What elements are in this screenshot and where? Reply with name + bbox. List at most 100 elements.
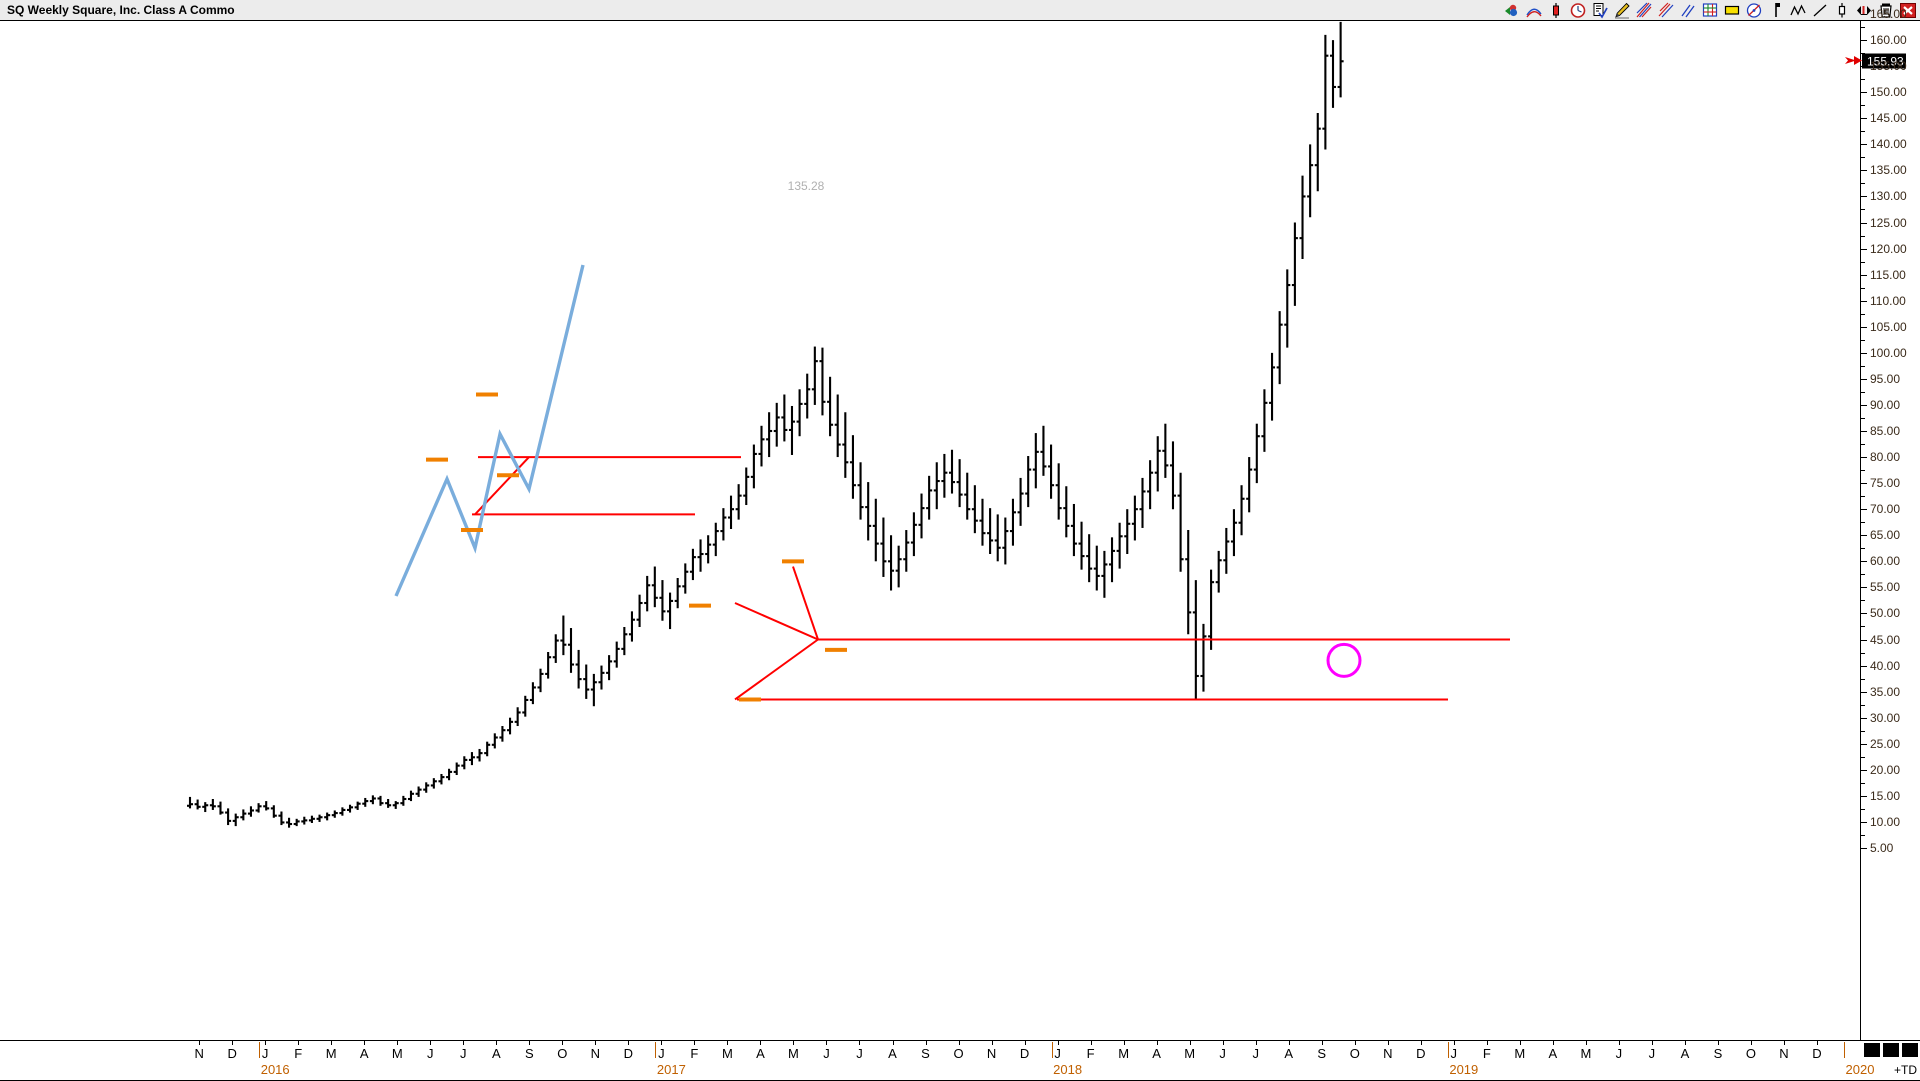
time-clock-icon[interactable] xyxy=(1570,2,1586,19)
ohlc-bar xyxy=(522,695,529,717)
price-minor-tick xyxy=(1861,600,1865,602)
slope-line-icon[interactable] xyxy=(1812,2,1828,19)
ohlc-bar xyxy=(903,530,910,572)
month-label: M xyxy=(722,1046,733,1061)
price-tick-label: 165.00 xyxy=(1870,7,1907,21)
ohlc-bar xyxy=(1124,509,1131,555)
ohlc-bar xyxy=(1284,269,1291,348)
ohlc-bar xyxy=(689,548,696,581)
cycle-lines-icon[interactable] xyxy=(1746,2,1762,19)
month-label: A xyxy=(359,1046,369,1061)
peak-diagonal-2018[interactable] xyxy=(734,602,819,641)
ohlc-bar xyxy=(407,790,414,802)
ohlc-bar xyxy=(529,682,536,705)
price-tick-label: 20.00 xyxy=(1870,762,1901,777)
month-label: F xyxy=(1086,1046,1095,1061)
candlestick-icon[interactable] xyxy=(1548,2,1564,19)
price-tick xyxy=(1861,483,1867,485)
ohlc-bar xyxy=(240,809,247,821)
price-axis[interactable]: 155.93 165.00 160.00 155.00 150.00 145.00 140… xyxy=(1845,7,1920,1040)
ohlc-bar xyxy=(949,449,955,494)
month-label: J xyxy=(427,1046,434,1061)
ohlc-bar xyxy=(590,673,597,707)
price-minor-tick xyxy=(1861,157,1865,159)
month-label: D xyxy=(1812,1046,1822,1061)
ohlc-bar xyxy=(1215,550,1222,593)
ohlc-bar xyxy=(225,808,232,826)
price-minor-tick xyxy=(1861,209,1865,211)
month-tick xyxy=(1618,1041,1620,1045)
pencil-draw-icon[interactable] xyxy=(1614,2,1630,19)
ohlc-bar xyxy=(1200,623,1207,692)
peak-diagonal-2018b[interactable] xyxy=(792,566,819,640)
ohlc-bar xyxy=(819,347,826,416)
month-tick xyxy=(826,1041,828,1045)
chart-plot-area[interactable]: 135.28 xyxy=(0,21,1860,1040)
price-tick-label: 145.00 xyxy=(1870,111,1907,126)
upper-diagonal-2018[interactable] xyxy=(734,638,819,701)
month-label: D xyxy=(1416,1046,1426,1061)
time-axis[interactable]: +TD N D J F M A M J J A S O N D J F M A M J J A S O N D J F M A M J J A S O… xyxy=(0,1040,1920,1081)
month-tick xyxy=(1486,1041,1488,1045)
andrews-pitchfork-icon[interactable] xyxy=(1658,2,1674,19)
ohlc-bar xyxy=(1131,495,1138,541)
ohlc-bar xyxy=(476,748,483,762)
ohlc-bar xyxy=(1246,457,1253,513)
report-check-icon[interactable] xyxy=(1592,2,1608,19)
price-tick-label: 115.00 xyxy=(1870,267,1906,282)
grid-icon[interactable] xyxy=(1702,2,1718,19)
price-minor-tick xyxy=(1861,470,1865,472)
price-tick xyxy=(1861,326,1867,328)
month-label: J xyxy=(1615,1046,1623,1061)
ohlc-bar xyxy=(362,797,369,807)
ohlc-bar xyxy=(1337,21,1344,98)
month-tick xyxy=(1519,1041,1521,1045)
trash-icon[interactable] xyxy=(1878,2,1894,19)
ohlc-bar xyxy=(1101,550,1108,598)
ohlc-bar xyxy=(423,782,430,793)
month-label: D xyxy=(227,1046,237,1061)
price-minor-tick xyxy=(1861,652,1865,654)
close-icon[interactable] xyxy=(1900,2,1916,19)
price-tick xyxy=(1861,587,1867,589)
speed-resistance-fan-icon[interactable] xyxy=(1636,2,1652,19)
rectangle-icon[interactable] xyxy=(1724,2,1740,19)
ohlc-bar xyxy=(1116,522,1123,569)
rainbow-average-icon[interactable] xyxy=(1526,2,1542,19)
ohlc-bar xyxy=(888,535,895,591)
ohlc-bar xyxy=(270,805,277,818)
month-tick xyxy=(1024,1041,1026,1045)
zigzag-icon[interactable] xyxy=(1790,2,1806,19)
ohlc-bar xyxy=(956,459,963,508)
month-tick xyxy=(892,1041,894,1045)
price-tick-label: 120.00 xyxy=(1870,241,1907,256)
magenta-highlight-circle[interactable] xyxy=(1326,642,1362,678)
month-label: O xyxy=(953,1046,964,1061)
price-minor-tick xyxy=(1861,834,1865,836)
price-tick-label: 160.00 xyxy=(1870,33,1907,48)
ohlc-bar xyxy=(1063,486,1070,538)
ohlc-bar xyxy=(842,412,849,478)
month-label: J xyxy=(261,1046,269,1061)
vertical-bar-icon[interactable] xyxy=(1834,2,1850,19)
price-minor-tick xyxy=(1861,313,1865,315)
ohlc-bar xyxy=(1223,527,1230,574)
ohlc-bar xyxy=(331,810,338,818)
page-title: SQ Weekly Square, Inc. Class A Commo xyxy=(7,3,235,17)
month-tick xyxy=(1420,1041,1422,1045)
price-tick xyxy=(1861,352,1867,354)
indicator-icon[interactable] xyxy=(1504,2,1520,19)
ohlc-bar xyxy=(354,801,361,810)
price-minor-tick xyxy=(1861,365,1865,367)
price-tick xyxy=(1861,769,1867,771)
month-label: M xyxy=(1118,1046,1130,1061)
ohlc-bar xyxy=(247,806,254,817)
ohlc-bar xyxy=(979,498,986,546)
blue-projection-path[interactable] xyxy=(394,264,585,597)
bar-marker-icon[interactable] xyxy=(1768,2,1784,19)
ohlc-bar xyxy=(796,389,803,437)
ohlc-bar xyxy=(811,346,818,405)
ohlc-bar xyxy=(301,816,308,825)
trendline-icon[interactable] xyxy=(1680,2,1696,19)
volume-icon[interactable] xyxy=(1856,2,1872,19)
